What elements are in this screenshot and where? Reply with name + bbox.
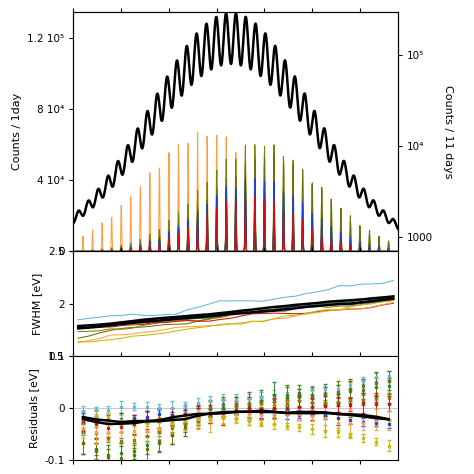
- Y-axis label: Residuals [eV]: Residuals [eV]: [28, 368, 39, 447]
- Y-axis label: Counts / 1day: Counts / 1day: [12, 93, 22, 170]
- Y-axis label: FWHM [eV]: FWHM [eV]: [32, 273, 42, 335]
- Y-axis label: Counts / 11 days: Counts / 11 days: [443, 85, 453, 178]
